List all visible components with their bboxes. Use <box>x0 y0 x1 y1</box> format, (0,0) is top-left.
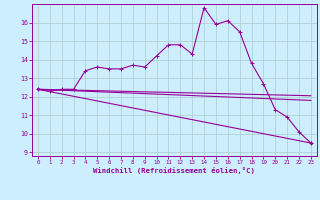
X-axis label: Windchill (Refroidissement éolien,°C): Windchill (Refroidissement éolien,°C) <box>93 167 255 174</box>
